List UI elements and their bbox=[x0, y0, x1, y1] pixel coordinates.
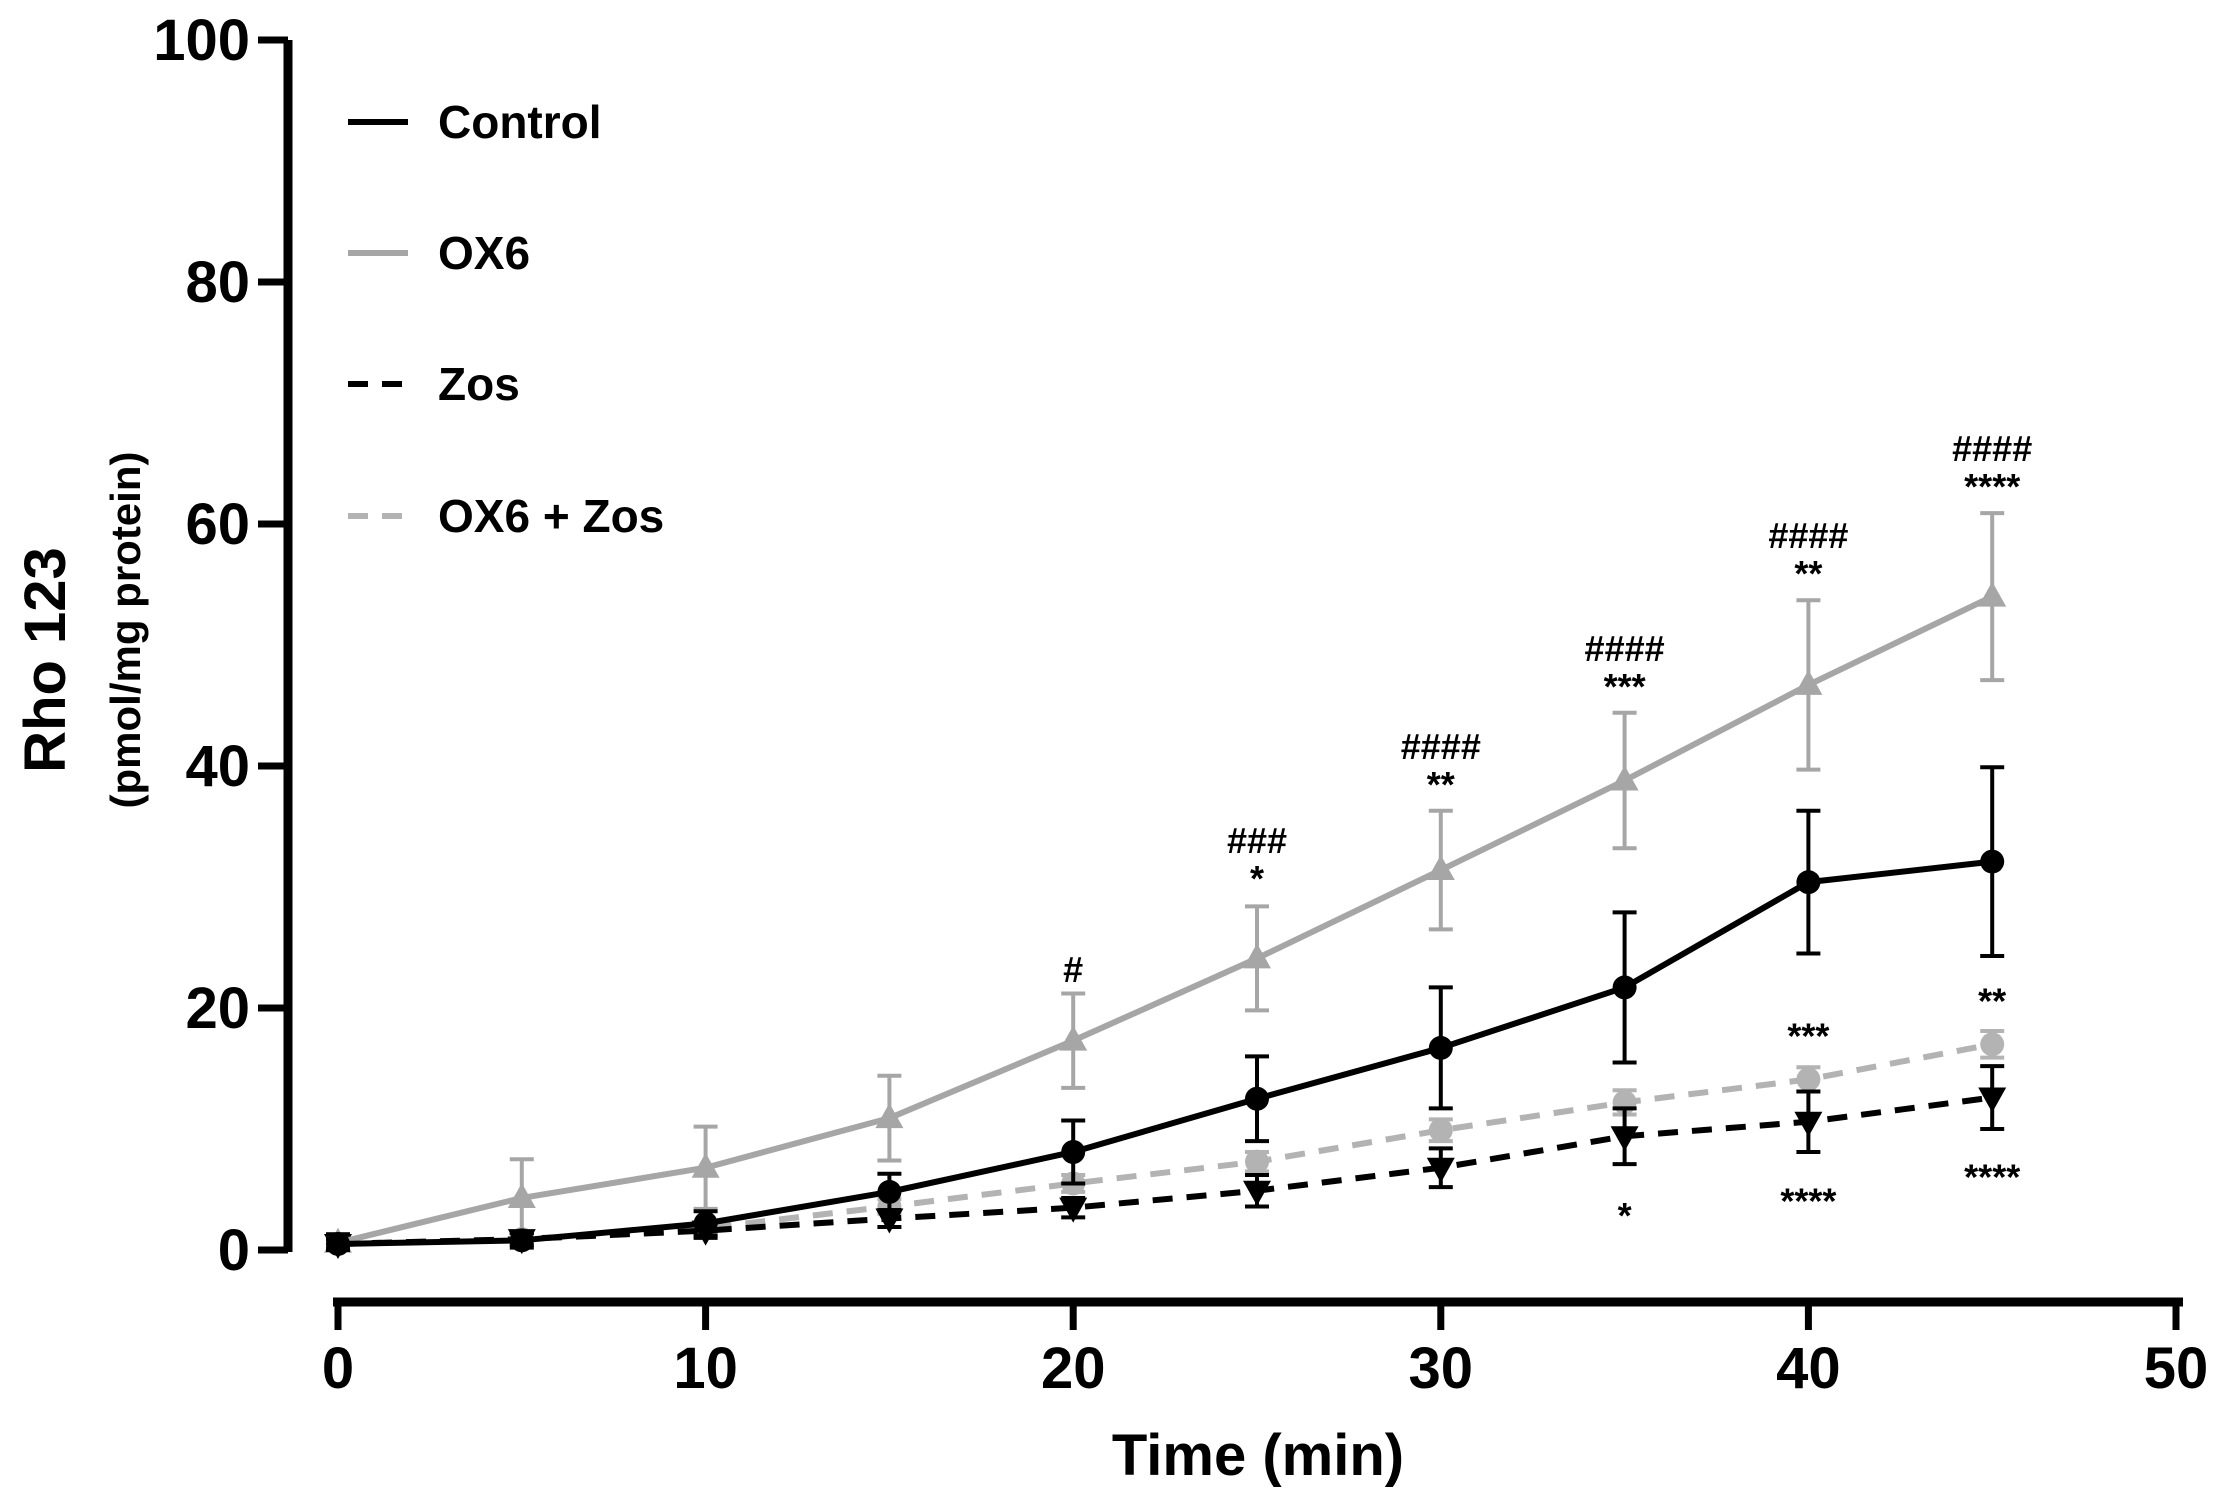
data-point bbox=[1061, 1139, 1086, 1164]
data-point bbox=[1245, 1086, 1269, 1111]
x-tick-label: 30 bbox=[1409, 1336, 1474, 1401]
data-point bbox=[1428, 1035, 1453, 1060]
data-point bbox=[1796, 1067, 1821, 1092]
data-point bbox=[1426, 1157, 1455, 1183]
data-point bbox=[326, 1231, 350, 1256]
x-tick-label: 40 bbox=[1776, 1336, 1841, 1401]
series-line bbox=[337, 1094, 1993, 1247]
y-tick-label: 100 bbox=[153, 8, 250, 73]
data-point bbox=[1794, 1111, 1823, 1137]
y-axis-ticks: 0 20 40 60 80 100 bbox=[153, 8, 288, 1283]
significance-label: #### bbox=[1952, 428, 2032, 469]
significance-label: *** bbox=[1787, 1015, 1829, 1056]
data-point bbox=[1426, 855, 1455, 881]
significance-label: * bbox=[1618, 1195, 1632, 1236]
significance-label: # bbox=[1063, 949, 1083, 990]
x-tick-label: 20 bbox=[1041, 1336, 1106, 1401]
data-point bbox=[1980, 1032, 2005, 1057]
legend-label-ox6: OX6 bbox=[438, 227, 530, 279]
significance-label: #### bbox=[1401, 726, 1481, 767]
data-point bbox=[1243, 943, 1271, 969]
significance-label: **** bbox=[1780, 1181, 1836, 1222]
significance-label: * bbox=[1250, 858, 1264, 899]
series-layer bbox=[324, 511, 2007, 1259]
series-zos bbox=[324, 1064, 2007, 1259]
significance-label: ** bbox=[1794, 553, 1822, 594]
series-line bbox=[337, 858, 1993, 1247]
data-point bbox=[509, 1228, 534, 1253]
significance-label: ** bbox=[1427, 764, 1455, 805]
significance-label: ### bbox=[1227, 820, 1287, 861]
legend-label-ox6-zos: OX6 + Zos bbox=[438, 490, 664, 542]
significance-label: **** bbox=[1964, 466, 2020, 507]
y-axis-subtitle: (pmol/mg protein) bbox=[102, 452, 149, 809]
series-ox6-zos bbox=[326, 1028, 2005, 1256]
significance-label: #### bbox=[1585, 628, 1665, 669]
significance-label: ** bbox=[1978, 980, 2006, 1021]
data-point bbox=[1612, 975, 1637, 1000]
data-point bbox=[691, 1152, 720, 1178]
series-ox6 bbox=[324, 511, 2007, 1253]
data-point bbox=[507, 1182, 536, 1208]
significance-label: #### bbox=[1768, 515, 1848, 556]
data-point bbox=[875, 1208, 904, 1234]
data-point bbox=[1794, 669, 1823, 695]
y-tick-label: 40 bbox=[185, 734, 250, 799]
significance-label: **** bbox=[1964, 1156, 2020, 1197]
data-point bbox=[1978, 1087, 2007, 1113]
y-tick-label: 60 bbox=[185, 492, 250, 557]
data-point bbox=[1428, 1118, 1453, 1143]
series-line bbox=[337, 1041, 1993, 1247]
x-axis-ticks: 0 10 20 30 40 50 bbox=[322, 1302, 2208, 1401]
y-tick-label: 20 bbox=[185, 976, 250, 1041]
annotation-layer: ####*####**####***####**####********** **… bbox=[1063, 428, 2032, 1236]
data-point bbox=[1796, 870, 1821, 895]
data-point bbox=[1610, 765, 1639, 791]
series-line bbox=[337, 593, 1994, 1246]
x-tick-label: 10 bbox=[673, 1336, 738, 1401]
series-control bbox=[326, 765, 2005, 1256]
x-tick-label: 0 bbox=[322, 1336, 354, 1401]
legend-label-control: Control bbox=[438, 96, 602, 148]
data-point bbox=[1059, 1197, 1088, 1223]
data-point bbox=[1059, 1025, 1088, 1051]
legend-label-zos: Zos bbox=[438, 358, 520, 410]
y-tick-label: 0 bbox=[218, 1218, 250, 1283]
x-axis-title: Time (min) bbox=[1112, 1423, 1404, 1488]
data-point bbox=[693, 1211, 718, 1236]
y-axis-title: Rho 123 bbox=[13, 547, 78, 773]
data-point bbox=[877, 1179, 902, 1204]
data-point bbox=[1610, 1126, 1639, 1152]
data-point bbox=[1243, 1180, 1271, 1206]
y-tick-label: 80 bbox=[185, 250, 250, 315]
x-tick-label: 50 bbox=[2144, 1336, 2209, 1401]
legend: Control OX6 Zos OX6 + Zos bbox=[348, 96, 664, 542]
data-point bbox=[875, 1103, 904, 1129]
data-point bbox=[1245, 1149, 1269, 1174]
significance-label: *** bbox=[1604, 666, 1646, 707]
data-point bbox=[1980, 849, 2005, 874]
data-point bbox=[1978, 581, 2007, 607]
